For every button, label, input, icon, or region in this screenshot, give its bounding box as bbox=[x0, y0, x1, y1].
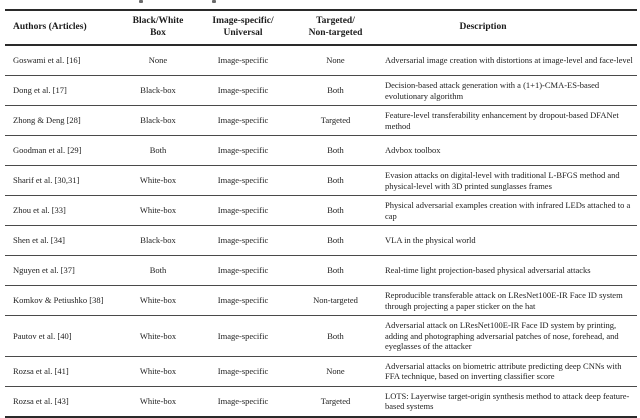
cell-specificity: Image-specific bbox=[217, 145, 269, 156]
col-header-box-type: Black/White Box bbox=[132, 16, 184, 38]
col-header-specificity: Image-specific/ Universal bbox=[212, 16, 274, 38]
cell-authors: Dong et al. [17] bbox=[13, 85, 67, 96]
cell-authors: Nguyen et al. [37] bbox=[13, 265, 75, 276]
cell-description: Adversarial image creation with distorti… bbox=[385, 55, 633, 66]
cropped-caption-remnant bbox=[0, 0, 640, 4]
table-row: Goodman et al. [29] Both Image-specific … bbox=[5, 136, 637, 166]
cell-box-type: White-box bbox=[139, 330, 177, 341]
col-header-targeting: Targeted/ Non-targeted bbox=[308, 16, 363, 38]
table-row: Pautov et al. [40] White-box Image-speci… bbox=[5, 316, 637, 356]
cell-targeting: Both bbox=[327, 330, 344, 341]
cell-authors: Zhou et al. [33] bbox=[13, 205, 66, 216]
cell-targeting: Non-targeted bbox=[313, 295, 358, 306]
cell-targeting: Both bbox=[327, 175, 344, 186]
cell-specificity: Image-specific bbox=[217, 205, 269, 216]
cell-specificity: Image-specific bbox=[217, 85, 269, 96]
cell-description: Reproducible transferable attack on LRes… bbox=[385, 290, 623, 311]
cell-targeting: Both bbox=[327, 235, 344, 246]
cell-description: Advbox toolbox bbox=[385, 145, 441, 156]
cell-box-type: White-box bbox=[139, 205, 177, 216]
cell-box-type: White-box bbox=[139, 295, 177, 306]
cell-authors: Komkov & Petiushko [38] bbox=[13, 295, 104, 306]
cell-authors: Rozsa et al. [41] bbox=[13, 365, 69, 376]
cell-description: VLA in the physical world bbox=[385, 235, 476, 246]
cell-authors: Rozsa et al. [43] bbox=[13, 395, 69, 406]
caption-descender-mark bbox=[212, 0, 216, 3]
cell-specificity: Image-specific bbox=[217, 395, 269, 406]
cell-targeting: Both bbox=[327, 85, 344, 96]
cell-description: Evasion attacks on digital-level with tr… bbox=[385, 170, 620, 191]
cell-box-type: Black-box bbox=[140, 115, 176, 126]
cell-authors: Goodman et al. [29] bbox=[13, 145, 82, 156]
cell-authors: Goswami et al. [16] bbox=[13, 55, 81, 66]
table-row: Rozsa et al. [41] White-box Image-specif… bbox=[5, 356, 637, 386]
cell-authors: Shen et al. [34] bbox=[13, 235, 65, 246]
cell-targeting: Both bbox=[327, 205, 344, 216]
cell-targeting: Both bbox=[327, 145, 344, 156]
cell-specificity: Image-specific bbox=[217, 175, 269, 186]
cell-specificity: Image-specific bbox=[217, 55, 269, 66]
cell-targeting: None bbox=[326, 55, 345, 66]
cell-box-type: Both bbox=[149, 145, 167, 156]
cell-box-type: White-box bbox=[139, 395, 177, 406]
cell-box-type: Black-box bbox=[140, 85, 176, 96]
cell-description: Decision-based attack generation with a … bbox=[385, 80, 600, 101]
cell-specificity: Image-specific bbox=[217, 265, 269, 276]
table-row: Zhou et al. [33] White-box Image-specifi… bbox=[5, 196, 637, 226]
cell-specificity: Image-specific bbox=[217, 295, 269, 306]
cell-specificity: Image-specific bbox=[217, 235, 269, 246]
cell-authors: Sharif et al. [30,31] bbox=[13, 175, 80, 186]
adversarial-attacks-summary-table: Authors (Articles) Black/White Box Image… bbox=[5, 9, 637, 418]
cell-description: Real-time light projection-based physica… bbox=[385, 265, 591, 276]
caption-descender-mark bbox=[139, 0, 143, 3]
table-row: Shen et al. [34] Black-box Image-specifi… bbox=[5, 226, 637, 256]
table-row: Komkov & Petiushko [38] White-box Image-… bbox=[5, 286, 637, 316]
cell-box-type: White-box bbox=[139, 175, 177, 186]
cell-description: Adversarial attacks on biometric attribu… bbox=[385, 360, 622, 382]
cell-description: LOTS: Layerwise target-origin synthesis … bbox=[385, 390, 630, 412]
table-row: Dong et al. [17] Black-box Image-specifi… bbox=[5, 76, 637, 106]
cell-description: Adversarial attack on LResNet100E-IR Fac… bbox=[385, 320, 619, 351]
cell-targeting: None bbox=[326, 365, 345, 376]
table-header-row: Authors (Articles) Black/White Box Image… bbox=[5, 10, 637, 45]
table-row: Rozsa et al. [43] White-box Image-specif… bbox=[5, 386, 637, 417]
cell-description: Physical adversarial examples creation w… bbox=[385, 200, 631, 221]
cell-box-type: None bbox=[148, 55, 168, 66]
table-row: Nguyen et al. [37] Both Image-specific B… bbox=[5, 256, 637, 286]
table-row: Zhong & Deng [28] Black-box Image-specif… bbox=[5, 106, 637, 136]
cell-specificity: Image-specific bbox=[217, 115, 269, 126]
col-header-authors: Authors (Articles) bbox=[13, 21, 87, 32]
cell-description: Feature-level transferability enhancemen… bbox=[385, 110, 619, 131]
col-header-description: Description bbox=[459, 21, 507, 32]
cell-box-type: White-box bbox=[139, 365, 177, 376]
cell-box-type: Black-box bbox=[140, 235, 176, 246]
cell-targeting: Both bbox=[327, 265, 344, 276]
cell-specificity: Image-specific bbox=[217, 365, 269, 376]
cell-authors: Zhong & Deng [28] bbox=[13, 115, 81, 126]
cell-targeting: Targeted bbox=[320, 115, 351, 126]
cell-targeting: Targeted bbox=[320, 395, 351, 406]
cell-authors: Pautov et al. [40] bbox=[13, 330, 72, 341]
cell-specificity: Image-specific bbox=[217, 330, 269, 341]
table-row: Sharif et al. [30,31] White-box Image-sp… bbox=[5, 166, 637, 196]
table-row: Goswami et al. [16] None Image-specific … bbox=[5, 45, 637, 76]
cell-box-type: Both bbox=[149, 265, 167, 276]
